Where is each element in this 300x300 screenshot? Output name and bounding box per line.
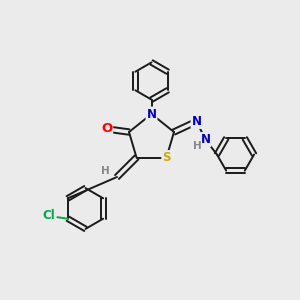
Text: O: O [101, 122, 112, 136]
Text: Cl: Cl [42, 209, 55, 222]
Text: H: H [193, 141, 202, 151]
Text: H: H [101, 166, 110, 176]
Text: N: N [191, 115, 202, 128]
Text: N: N [146, 107, 157, 121]
Text: N: N [200, 133, 211, 146]
Text: S: S [162, 151, 171, 164]
